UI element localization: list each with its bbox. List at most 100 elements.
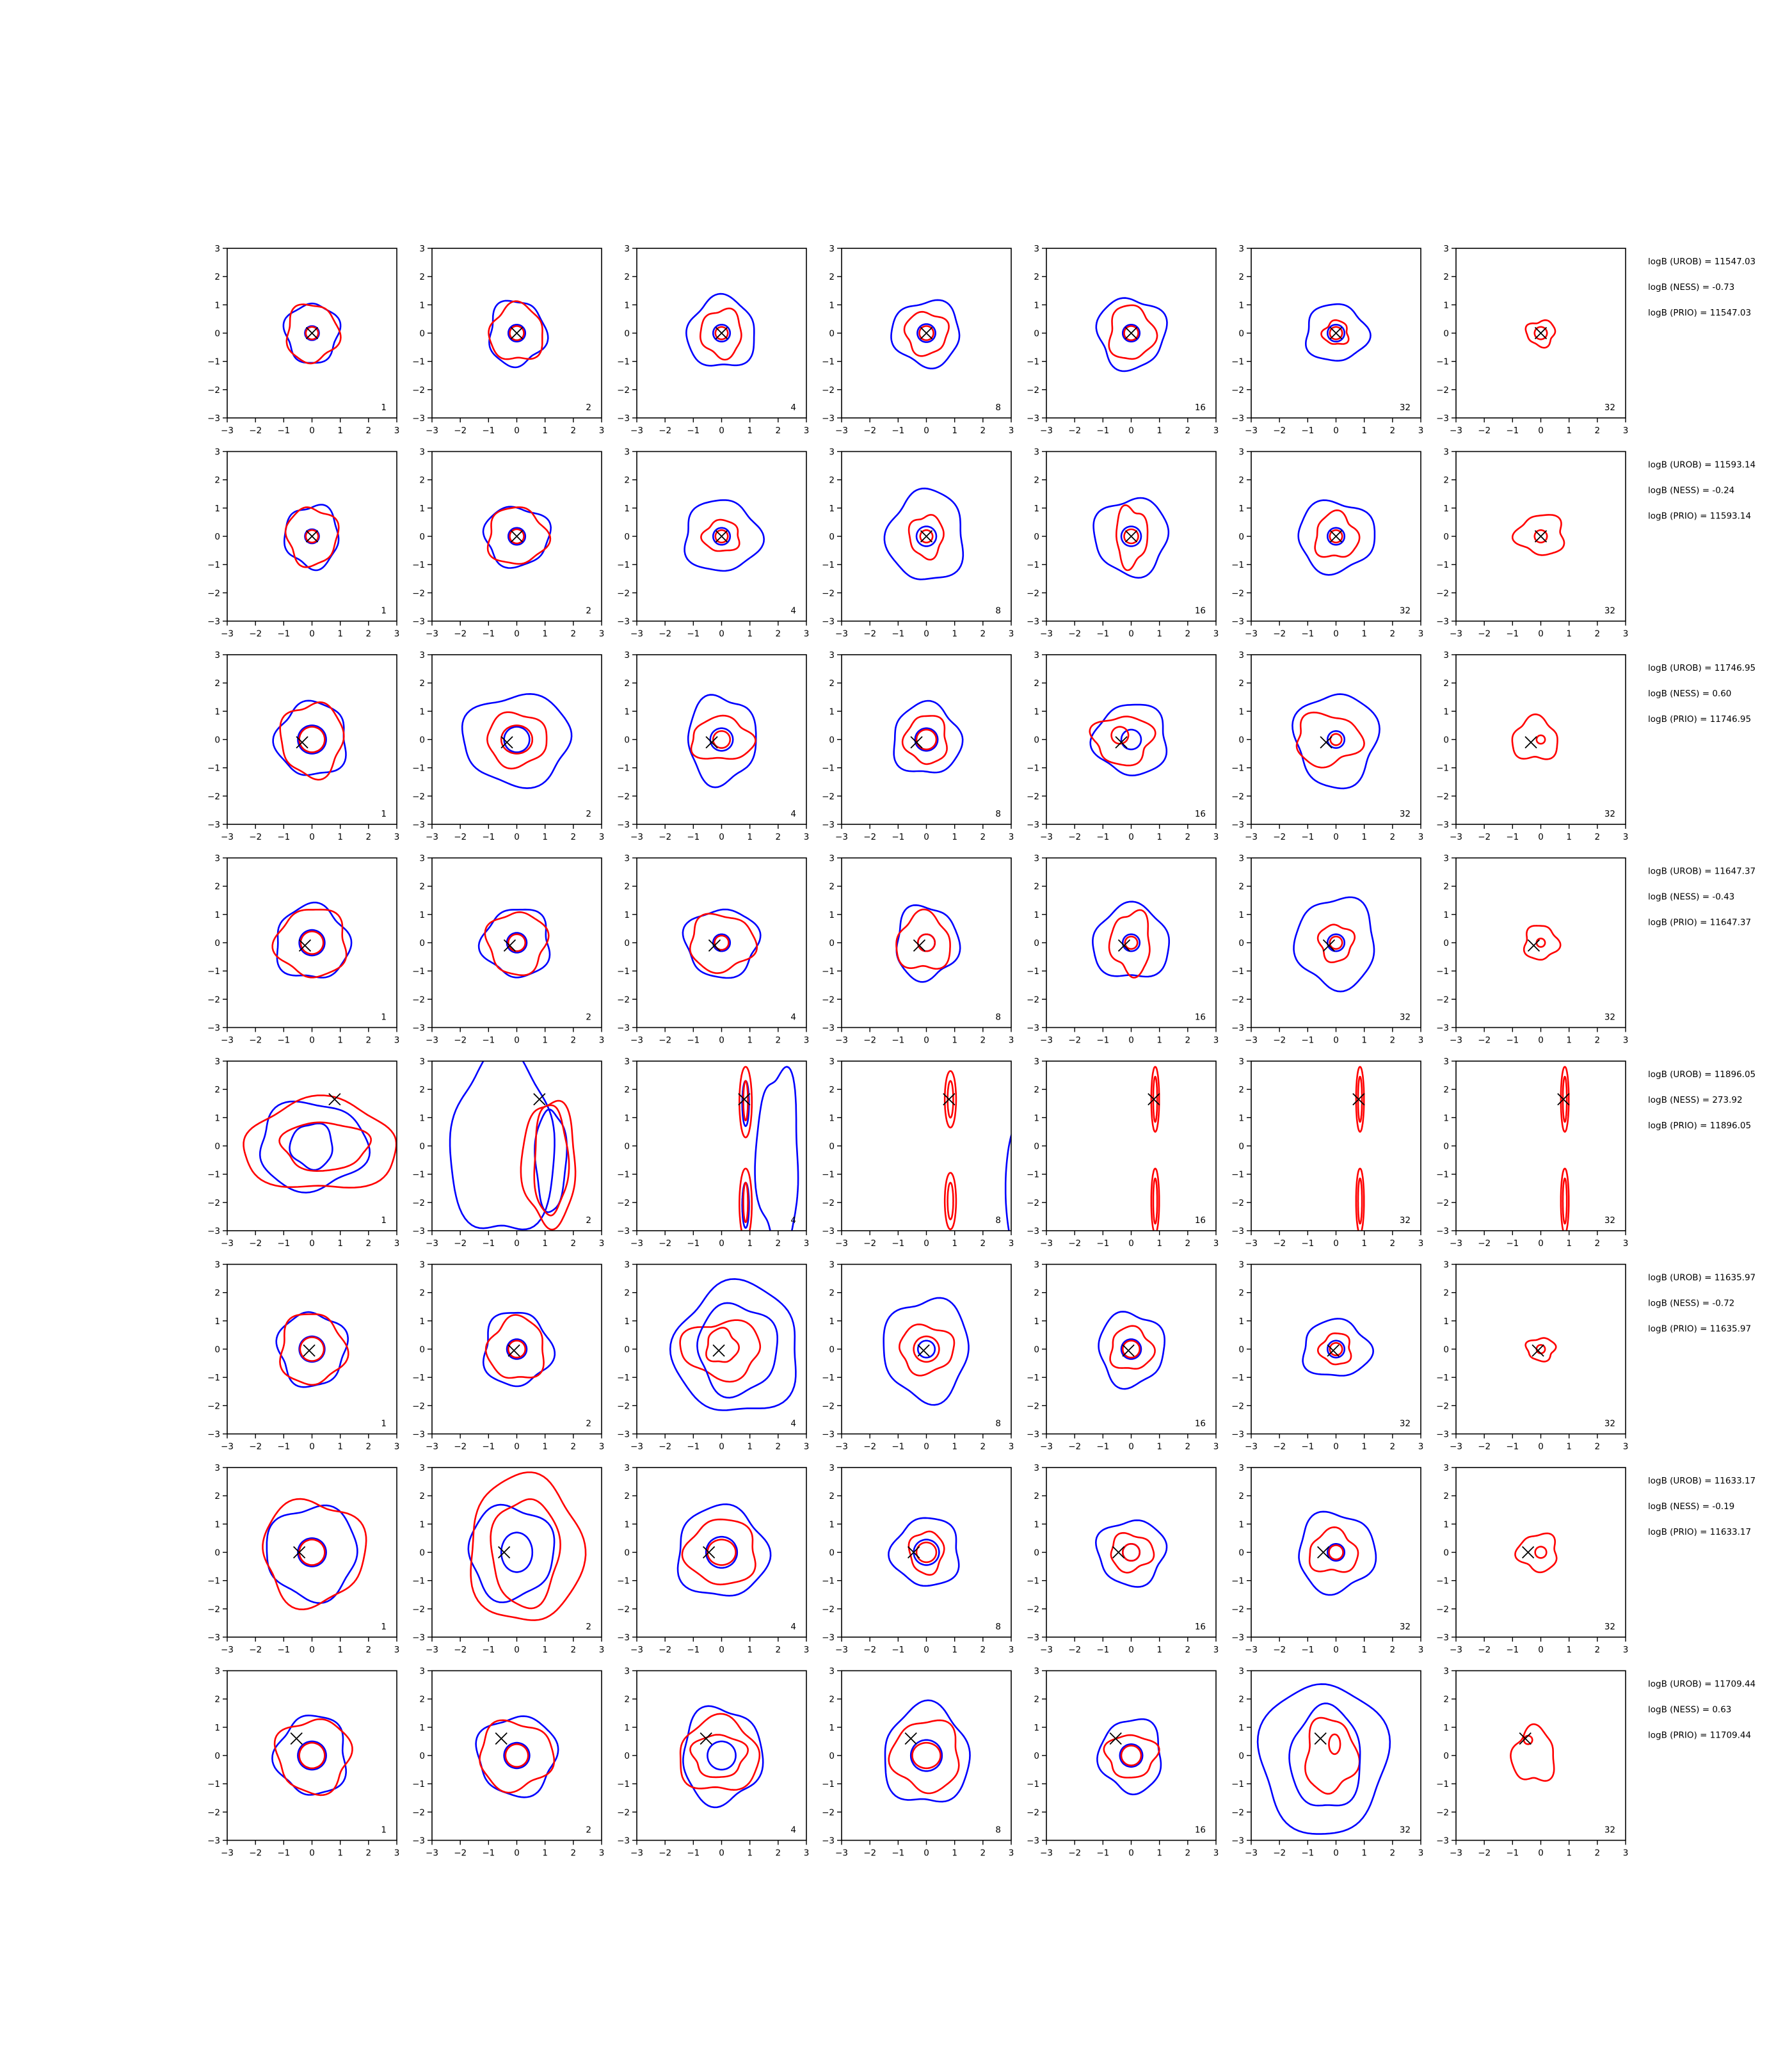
y-tick-label: −1 [207, 1779, 220, 1789]
y-tick-label: 1 [624, 910, 630, 920]
y-tick-label: −2 [1436, 588, 1449, 598]
y-tick-label: −1 [1436, 357, 1449, 367]
y-tick-label: 0 [624, 938, 630, 948]
contour-group [1510, 1723, 1555, 1782]
y-tick-label: 0 [829, 532, 835, 542]
x-tick-label: 0 [309, 832, 315, 842]
y-tick-label: −2 [207, 1604, 220, 1615]
x-tick-label: −1 [892, 426, 904, 436]
panel-r1-c5: −3−3 −2 −2 −1 −1 0 0 1 1 2 2 3 3 16 [1027, 244, 1219, 436]
red-contour-line [1123, 528, 1139, 545]
x-tick-label: 0 [1538, 1848, 1544, 1859]
row-stat-text: logB (UROB) = 11593.14 [1648, 460, 1756, 470]
panel-corner-label: 2 [586, 1215, 591, 1226]
panel-corner-label: 1 [381, 1622, 387, 1632]
x-tick-label: 2 [1390, 629, 1396, 639]
y-tick-label: −3 [412, 820, 425, 830]
panel-r6-c7: −3−3 −2 −2 −1 −1 0 0 1 1 2 2 3 3 32 [1436, 1260, 1628, 1452]
x-tick-label: 1 [542, 1848, 548, 1859]
contour-group [1098, 1311, 1166, 1390]
panel-corner-label: 4 [790, 403, 796, 413]
y-tick-label: −1 [1027, 1373, 1039, 1383]
x-tick-label: 2 [1185, 1238, 1191, 1249]
red-contour-line [901, 715, 948, 765]
red-contour-line [1329, 529, 1343, 543]
x-tick-label: −2 [659, 1442, 671, 1452]
contour-group [1297, 499, 1376, 576]
red-contour-line [1110, 1532, 1155, 1574]
y-tick-label: 0 [1238, 329, 1244, 339]
y-tick-label: 1 [1034, 504, 1039, 514]
x-tick-label: −3 [835, 1238, 848, 1249]
panel-corner-label: 8 [995, 1012, 1001, 1023]
y-tick-label: 3 [214, 1260, 220, 1270]
y-tick-label: −1 [1231, 1779, 1244, 1789]
x-tick-label: 3 [599, 1848, 605, 1859]
panel-corner-label: 8 [995, 1215, 1001, 1226]
x-tick-label: −1 [1096, 832, 1109, 842]
y-tick-label: −2 [1027, 385, 1039, 396]
panel-r7-c7: −3−3 −2 −2 −1 −1 0 0 1 1 2 2 3 3 32 [1436, 1463, 1628, 1655]
axes-frame [1455, 1263, 1626, 1435]
red-contour-line [509, 325, 525, 341]
x-tick-label: −3 [221, 1645, 234, 1655]
blue-contour-line [893, 700, 964, 774]
panel-r2-c1: −3−3 −2 −2 −1 −1 0 0 1 1 2 2 3 3 1 [207, 447, 399, 639]
red-contour-line [1108, 304, 1158, 360]
row-stat-text: logB (PRIO) = 11633.17 [1648, 1527, 1751, 1537]
x-marker [1115, 736, 1128, 749]
x-tick-label: −2 [1068, 1848, 1081, 1859]
y-tick-label: −3 [1231, 1226, 1244, 1236]
x-tick-label: −3 [1040, 629, 1053, 639]
panel-r8-c3: −3−3 −2 −2 −1 −1 0 0 1 1 2 2 3 3 4 [617, 1667, 809, 1859]
red-contour-line [714, 326, 729, 340]
y-tick-label: −2 [1436, 1807, 1449, 1818]
y-tick-label: 0 [829, 1751, 835, 1761]
panel-r7-c5: −3−3 −2 −2 −1 −1 0 0 1 1 2 2 3 3 16 [1027, 1463, 1219, 1655]
x-tick-label: −2 [249, 426, 262, 436]
y-tick-label: 3 [1238, 244, 1244, 254]
red-contour-line [1329, 936, 1343, 950]
x-tick-label: 1 [747, 426, 753, 436]
y-tick-label: 0 [1238, 1548, 1244, 1558]
y-tick-label: 1 [829, 1316, 835, 1327]
x-tick-label: 2 [1185, 629, 1191, 639]
blue-contour-line [687, 694, 757, 788]
panel-corner-label: 2 [586, 606, 591, 616]
x-tick-label: 1 [542, 629, 548, 639]
y-tick-label: 3 [1443, 650, 1449, 660]
x-tick-label: −2 [1478, 426, 1491, 436]
x-tick-label: −2 [249, 1645, 262, 1655]
y-tick-label: 0 [214, 1548, 220, 1558]
x-tick-label: −1 [1301, 1442, 1314, 1452]
y-tick-label: 1 [1443, 1316, 1449, 1327]
y-tick-label: 0 [829, 1142, 835, 1152]
axes-frame [1455, 1670, 1626, 1841]
y-tick-label: −1 [1436, 1576, 1449, 1587]
x-tick-label: 1 [747, 1036, 753, 1046]
x-tick-label: 1 [1156, 1848, 1162, 1859]
x-tick-label: 3 [394, 1238, 400, 1249]
red-contour-line [1110, 726, 1130, 745]
contour-group [272, 700, 347, 781]
panel-r4-c1: −3−3 −2 −2 −1 −1 0 0 1 1 2 2 3 3 1 [207, 854, 399, 1046]
red-contour-line [298, 1741, 326, 1770]
y-tick-label: 3 [1443, 1057, 1449, 1067]
x-tick-label: 1 [337, 1645, 343, 1655]
x-marker [738, 1092, 751, 1106]
x-tick-label: 3 [1009, 1238, 1014, 1249]
axes-frame [431, 1263, 602, 1435]
panel-corner-label: 32 [1400, 403, 1411, 413]
y-tick-label: 1 [419, 1316, 425, 1327]
red-contour-line [903, 310, 950, 357]
panel-r8-c4: −3−3 −2 −2 −1 −1 0 0 1 1 2 2 3 3 8 [822, 1667, 1014, 1859]
x-tick-label: −2 [454, 629, 467, 639]
y-tick-label: −1 [1436, 966, 1449, 977]
x-marker [910, 736, 923, 749]
y-tick-label: −2 [1027, 588, 1039, 598]
contour-group [449, 1061, 577, 1231]
y-tick-label: −1 [1027, 1170, 1039, 1180]
axes-frame [1046, 654, 1217, 825]
y-tick-label: 3 [419, 854, 425, 864]
panel-corner-label: 4 [790, 1825, 796, 1836]
